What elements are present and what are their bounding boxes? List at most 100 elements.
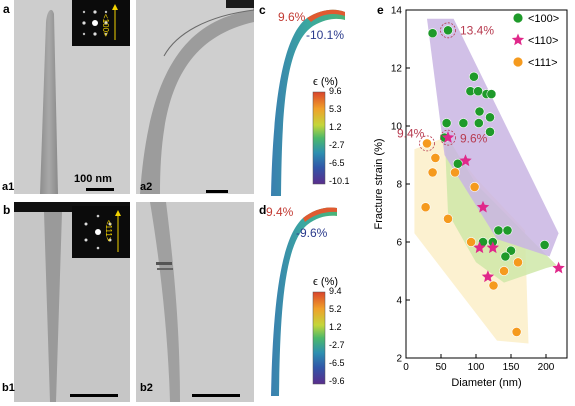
tick-c-4: -6.5 [329, 158, 345, 168]
legend-label-1: <110> [528, 35, 558, 47]
tick-d-4: -6.5 [329, 358, 345, 368]
point-s2-1 [430, 152, 441, 163]
fracture-strain-chart: 0 50 100 150 200 2 4 6 8 10 12 14 Diameter (nm) Fract… [373, 6, 568, 389]
x-tick-label-0: 0 [403, 362, 409, 373]
point-s0-4 [473, 86, 483, 97]
y-tick-label-1: 4 [396, 296, 402, 307]
point-s1-4 [486, 241, 499, 254]
point-s2-9 [513, 257, 523, 268]
panel-label-b1: b1 [2, 382, 15, 394]
panel-label-b2: b2 [140, 382, 153, 394]
panel-label-a1: a1 [2, 181, 15, 193]
annotation-label-1: 9.4% [397, 126, 425, 140]
point-s0-18 [502, 225, 513, 236]
point-s1-6 [552, 261, 565, 274]
point-s2-5 [420, 202, 431, 213]
x-tick-label-2: 100 [468, 362, 485, 373]
colorbar-title-d: ϵ (%) [313, 276, 339, 288]
point-s0-6 [486, 89, 497, 99]
point-s0-1 [443, 25, 453, 36]
nanowire-a1 [40, 9, 58, 194]
point-s0-8 [485, 112, 495, 123]
annotation-ring-2 [440, 129, 456, 146]
point-s0-13 [485, 126, 495, 137]
annotation-ring-1 [419, 135, 435, 152]
tick-c-5: -10.1 [329, 176, 350, 186]
annotation-label-0: 13.4% [460, 23, 494, 37]
point-s0-11 [473, 118, 484, 128]
annotation-label-2: 9.6% [460, 132, 488, 146]
tem-image-a2 [136, 0, 254, 194]
point-s1-2 [476, 200, 490, 213]
x-tick-label-1: 50 [435, 362, 447, 373]
min-strain-c: -10.1% [306, 28, 345, 42]
scale-label-a1: 100 nm [74, 173, 112, 185]
tick-d-2: 1.2 [329, 322, 342, 332]
diffraction-inset-a: <100> [72, 0, 130, 46]
point-s2-11 [511, 326, 522, 337]
x-tick-label-3: 150 [503, 362, 520, 373]
point-s0-10 [458, 118, 469, 128]
y-tick-label-6: 14 [391, 6, 403, 17]
panel-label-e: e [377, 3, 384, 17]
y-tick-label-0: 2 [396, 354, 402, 365]
simulated-wire-d [271, 207, 337, 396]
point-s1-0 [441, 131, 455, 143]
scale-bar-a2 [206, 190, 228, 193]
inset-direction-a: <100> [101, 14, 110, 37]
point-s0-21 [500, 251, 511, 262]
diffraction-inset-b: <111> [72, 206, 130, 258]
point-s2-10 [488, 280, 499, 291]
colorbar-ticks-c: 9.6 5.3 1.2 -2.7 -6.5 -10.1 [329, 86, 359, 186]
panel-label-d: d [259, 203, 267, 217]
x-tick-label-4: 200 [538, 362, 555, 373]
tem-image-b2 [136, 202, 254, 402]
point-s2-8 [499, 266, 509, 276]
point-s2-6 [443, 213, 453, 224]
tick-d-1: 5.2 [329, 304, 342, 314]
point-s2-7 [466, 237, 476, 247]
point-s0-15 [493, 225, 504, 236]
simulated-wire-c [271, 9, 345, 197]
max-strain-c: 9.6% [278, 10, 306, 24]
point-s2-4 [469, 181, 480, 192]
point-s1-3 [473, 241, 486, 254]
point-s0-14 [452, 158, 463, 169]
legend-marker-0 [513, 13, 523, 23]
point-s0-20 [539, 239, 550, 250]
panel-label-a2: a2 [140, 181, 153, 193]
inset-direction-b: <111> [104, 220, 113, 242]
scale-bar-b2 [192, 394, 240, 397]
region-100 [427, 18, 559, 257]
min-strain-d: -9.6% [296, 226, 328, 240]
y-tick-label-4: 10 [391, 122, 403, 133]
tick-d-3: -2.7 [329, 340, 345, 350]
scale-bar-b1 [70, 394, 118, 397]
axes-layer: 0 50 100 150 200 2 4 6 8 10 12 14 Diameter (nm) Fract… [373, 6, 568, 389]
point-s0-2 [469, 71, 479, 82]
point-s0-9 [441, 118, 452, 128]
point-s2-3 [450, 167, 460, 178]
legend-layer: <100> <110> <111> [511, 13, 559, 69]
annotations-layer: 13.4% 9.4% 9.6% [397, 22, 494, 152]
legend-marker-2 [513, 57, 523, 67]
simulation-panels [271, 9, 345, 396]
y-tick-label-5: 12 [391, 64, 403, 75]
legend-label-0: <100> [528, 13, 559, 25]
nanowire-b2 [150, 202, 180, 402]
point-s1-5 [481, 270, 495, 283]
tem-image-a1: <100> 100 nm [14, 0, 130, 194]
point-s0-0 [427, 28, 438, 39]
max-strain-d: 9.4% [266, 205, 294, 219]
colorbar-c [312, 91, 326, 185]
y-axis-label: Fracture strain (%) [373, 138, 385, 229]
tick-c-0: 9.6 [329, 86, 342, 96]
legend-label-2: <111> [528, 57, 558, 69]
tick-d-5: -9.6 [329, 376, 345, 386]
colorbar-title-c: ϵ (%) [313, 76, 339, 88]
panel-label-a: a [3, 2, 10, 16]
legend-marker-1 [511, 33, 525, 46]
tick-c-1: 5.3 [329, 104, 342, 114]
scale-bar-a1 [86, 188, 114, 191]
tick-d-0: 9.4 [329, 286, 342, 296]
